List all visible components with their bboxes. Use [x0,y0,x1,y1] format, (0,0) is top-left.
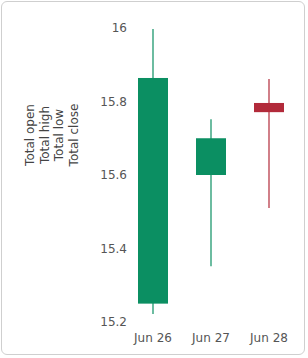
candle-body [138,78,168,304]
candle-wick [268,79,269,208]
y-tick-label: 16 [112,21,127,35]
candles [138,29,284,314]
y-tick-label: 15.6 [100,168,127,182]
y-axis-title: Total high [38,106,52,165]
candle-body [196,138,226,175]
y-tick-label: 15.2 [100,315,127,329]
y-axis-title: Total low [52,109,66,163]
y-tick-label: 15.4 [100,242,127,256]
chart: 15.215.415.615.816Total openTotal highTo… [0,0,308,358]
x-tick-label: Jun 28 [249,331,288,345]
candle-body [254,103,284,112]
y-tick-label: 15.8 [100,95,127,109]
y-axis: 15.2 15.4 15.6 15.8 16 [100,21,127,329]
y-axis-title: Total close [67,104,81,168]
x-tick-label: Jun 26 [133,331,172,345]
y-axis-title: Total open [23,104,37,167]
x-tick-label: Jun 27 [191,331,230,345]
